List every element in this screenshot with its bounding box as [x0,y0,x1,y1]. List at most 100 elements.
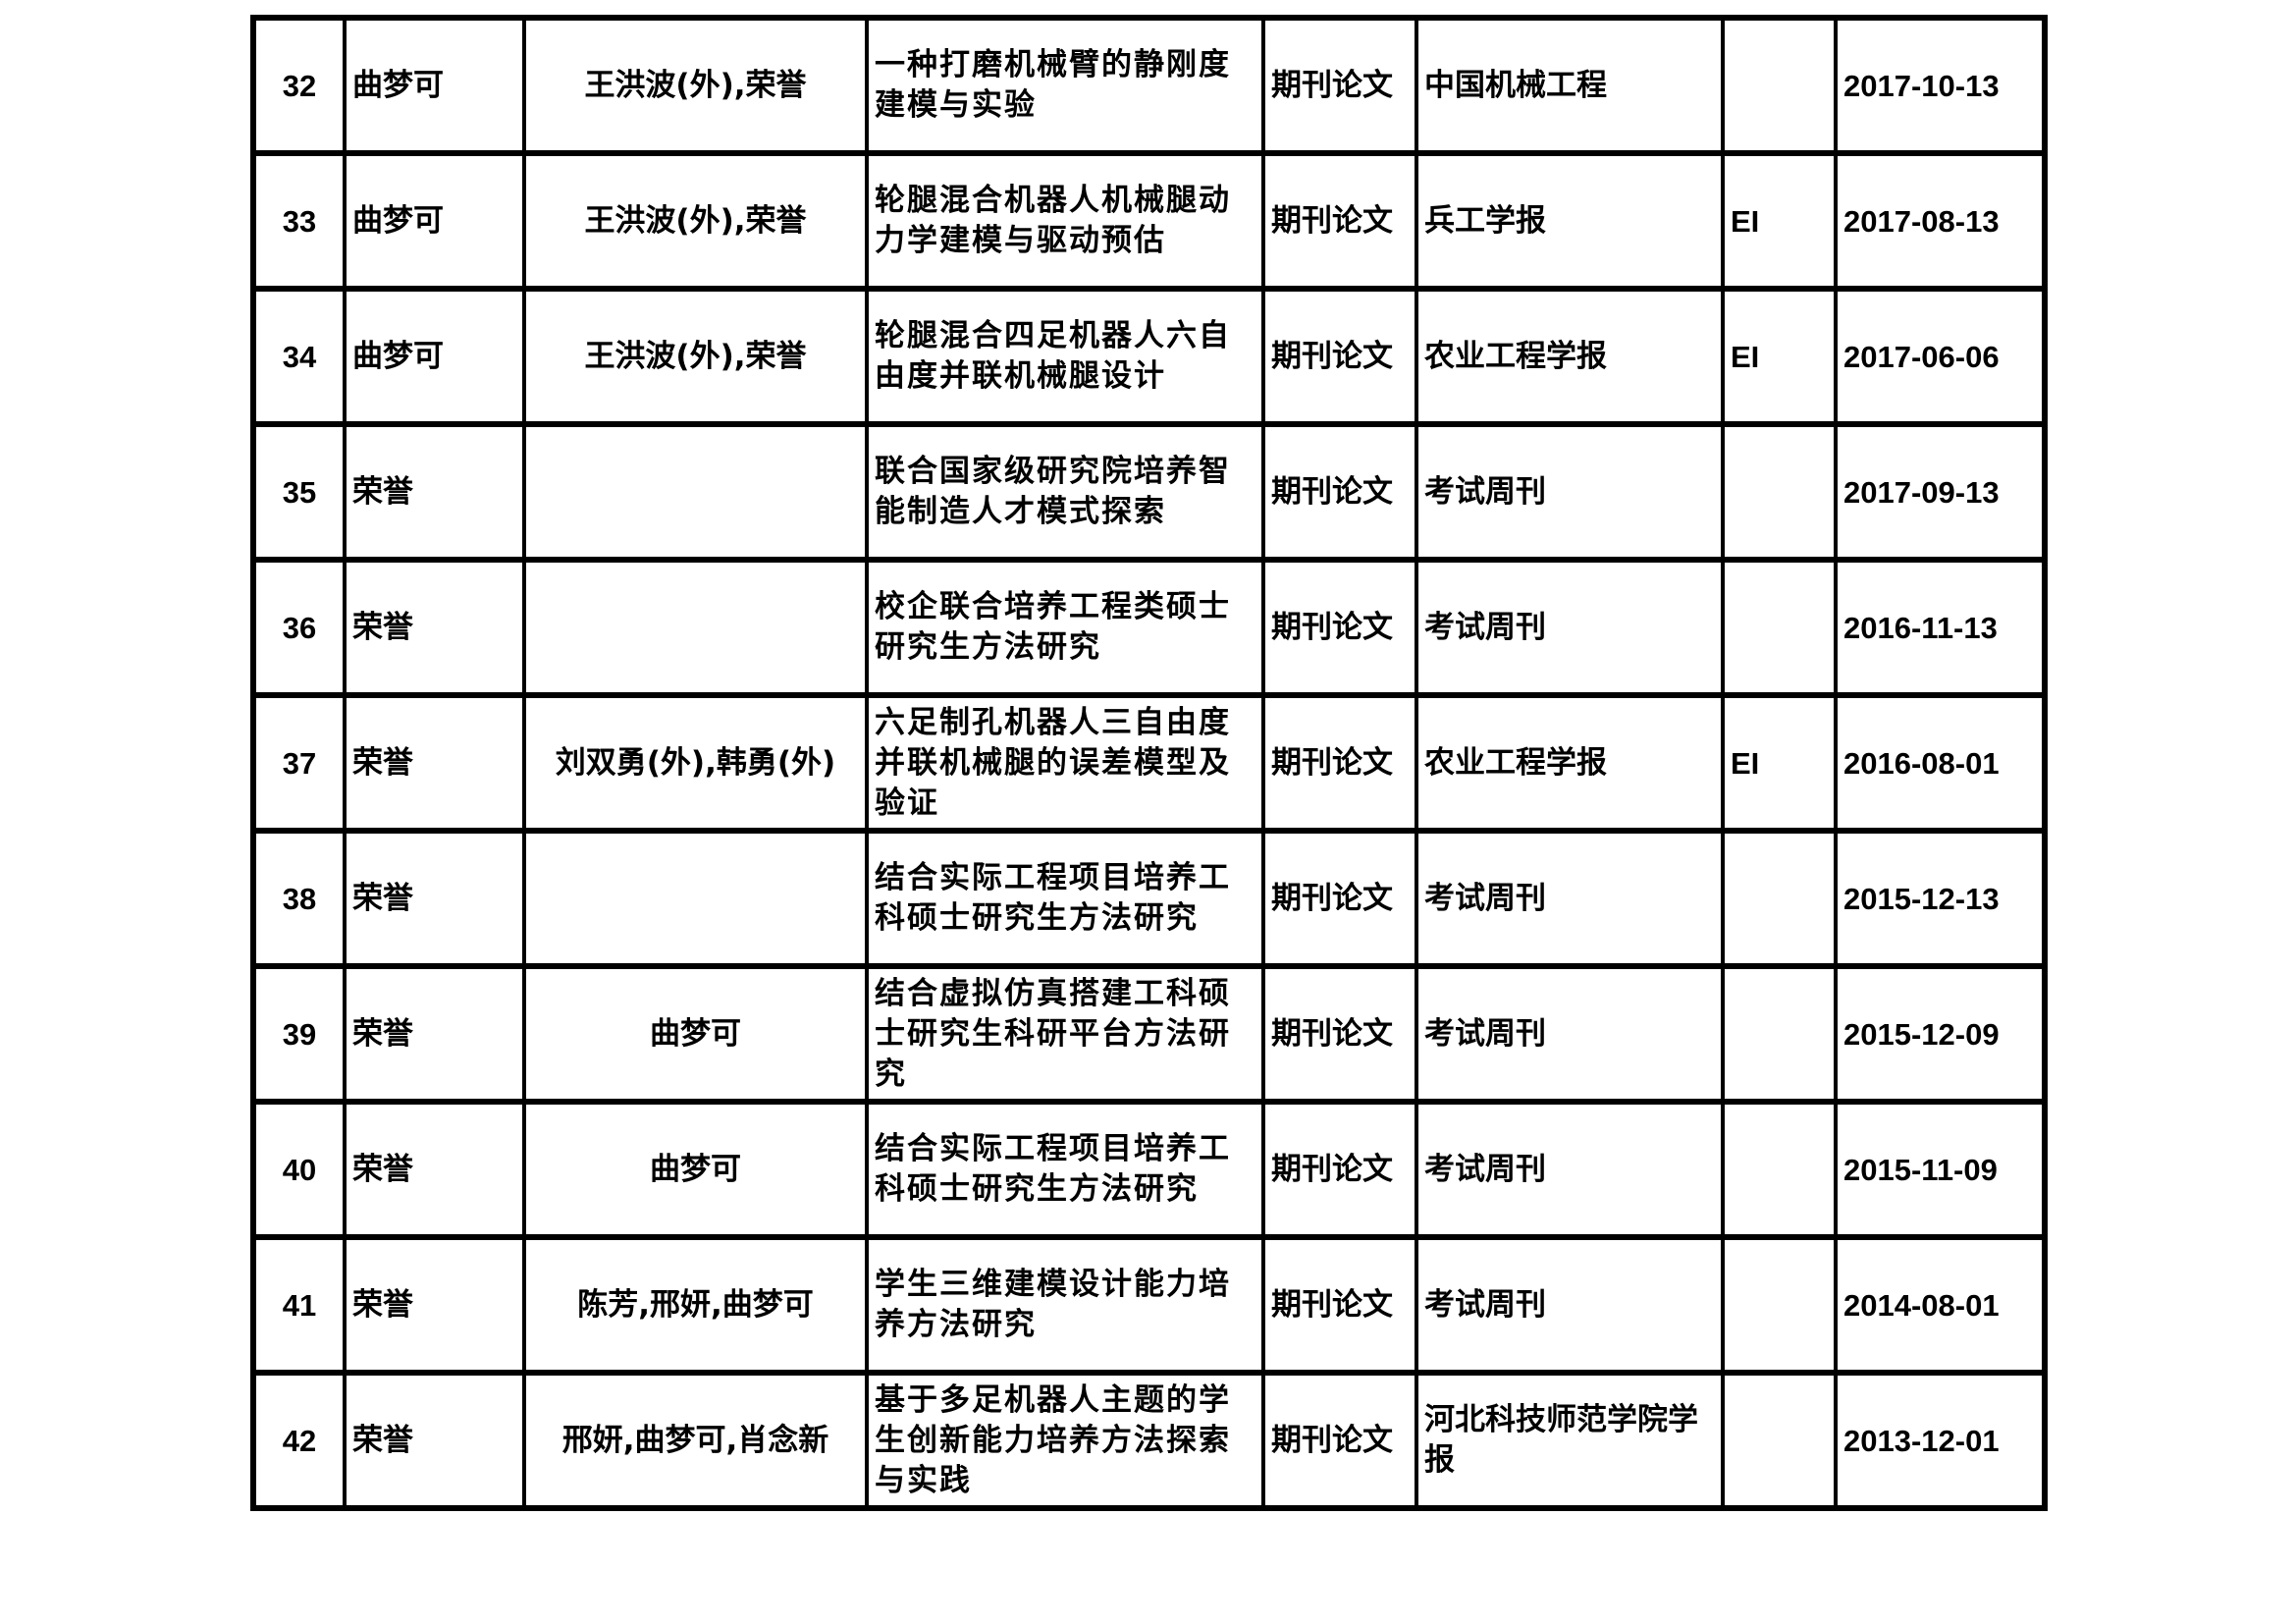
paper-title-cell: 学生三维建模设计能力培养方法研究 [865,1234,1265,1376]
index-type-cell [1721,963,1838,1105]
first-author-cell: 曲梦可 [343,286,526,427]
publish-date-cell: 2015-12-13 [1834,828,2047,969]
first-author-cell: 曲梦可 [343,150,526,292]
publish-date-cell: 2015-12-09 [1834,963,2047,1105]
row-number-cell: 35 [251,421,347,563]
row-number-cell: 38 [251,828,347,969]
table-row: 38 荣誉 结合实际工程项目培养工科硕士研究生方法研究 期刊论文 考试周刊 2015-12… [251,828,2047,969]
first-author-cell: 荣誉 [343,963,526,1105]
first-author-cell: 荣誉 [343,421,526,563]
publish-date-cell: 2017-08-13 [1834,150,2047,292]
journal-name-cell: 兵工学报 [1415,150,1725,292]
coauthors-cell: 曲梦可 [522,963,869,1105]
journal-name-cell: 农业工程学报 [1415,692,1725,834]
coauthors-cell: 曲梦可 [522,1099,869,1240]
publish-date-cell: 2017-09-13 [1834,421,2047,563]
index-type-cell: EI [1721,286,1838,427]
paper-type-cell: 期刊论文 [1261,1234,1418,1376]
row-number-cell: 37 [251,692,347,834]
publish-date-cell: 2016-11-13 [1834,557,2047,698]
coauthors-cell: 王洪波(外),荣誉 [522,150,869,292]
journal-name-cell: 河北科技师范学院学报 [1415,1370,1725,1511]
paper-title-cell: 六足制孔机器人三自由度并联机械腿的误差模型及验证 [865,692,1265,834]
paper-title-cell: 结合虚拟仿真搭建工科硕士研究生科研平台方法研究 [865,963,1265,1105]
row-number-cell: 40 [251,1099,347,1240]
table-row: 39 荣誉 曲梦可 结合虚拟仿真搭建工科硕士研究生科研平台方法研究 期刊论文 考试周刊 20… [251,963,2047,1105]
row-number-cell: 42 [251,1370,347,1511]
coauthors-cell: 刘双勇(外),韩勇(外) [522,692,869,834]
paper-title-cell: 联合国家级研究院培养智能制造人才模式探索 [865,421,1265,563]
first-author-cell: 荣誉 [343,1370,526,1511]
first-author-cell: 荣誉 [343,692,526,834]
paper-type-cell: 期刊论文 [1261,1099,1418,1240]
publish-date-cell: 2014-08-01 [1834,1234,2047,1376]
coauthors-cell: 王洪波(外),荣誉 [522,286,869,427]
journal-name-cell: 考试周刊 [1415,1234,1725,1376]
table-row: 36 荣誉 校企联合培养工程类硕士研究生方法研究 期刊论文 考试周刊 2016-11-13 [251,557,2047,698]
index-type-cell [1721,15,1838,156]
table-row: 34 曲梦可 王洪波(外),荣誉 轮腿混合四足机器人六自由度并联机械腿设计 期刊论文 农业… [251,286,2047,427]
index-type-cell [1721,557,1838,698]
paper-title-cell: 一种打磨机械臂的静刚度建模与实验 [865,15,1265,156]
row-number-cell: 41 [251,1234,347,1376]
paper-type-cell: 期刊论文 [1261,963,1418,1105]
paper-type-cell: 期刊论文 [1261,421,1418,563]
table-row: 32 曲梦可 王洪波(外),荣誉 一种打磨机械臂的静刚度建模与实验 期刊论文 中国机械工程… [251,15,2047,156]
table-row: 42 荣誉 邢妍,曲梦可,肖念新 基于多足机器人主题的学生创新能力培养方法探索与实践期… [251,1370,2047,1511]
row-number-cell: 32 [251,15,347,156]
paper-type-cell: 期刊论文 [1261,557,1418,698]
publish-date-cell: 2017-10-13 [1834,15,2047,156]
row-number-cell: 33 [251,150,347,292]
paper-title-cell: 结合实际工程项目培养工科硕士研究生方法研究 [865,828,1265,969]
index-type-cell [1721,1099,1838,1240]
publish-date-cell: 2015-11-09 [1834,1099,2047,1240]
paper-type-cell: 期刊论文 [1261,15,1418,156]
journal-name-cell: 考试周刊 [1415,963,1725,1105]
paper-title-cell: 轮腿混合四足机器人六自由度并联机械腿设计 [865,286,1265,427]
first-author-cell: 荣誉 [343,557,526,698]
publish-date-cell: 2016-08-01 [1834,692,2047,834]
journal-name-cell: 中国机械工程 [1415,15,1725,156]
paper-type-cell: 期刊论文 [1261,1370,1418,1511]
first-author-cell: 荣誉 [343,1099,526,1240]
publish-date-cell: 2017-06-06 [1834,286,2047,427]
journal-name-cell: 考试周刊 [1415,421,1725,563]
index-type-cell [1721,1370,1838,1511]
index-type-cell: EI [1721,692,1838,834]
row-number-cell: 34 [251,286,347,427]
journal-name-cell: 考试周刊 [1415,557,1725,698]
table-row: 35 荣誉 联合国家级研究院培养智能制造人才模式探索 期刊论文 考试周刊 2017-09-… [251,421,2047,563]
paper-type-cell: 期刊论文 [1261,828,1418,969]
coauthors-cell [522,557,869,698]
index-type-cell [1721,828,1838,969]
journal-name-cell: 考试周刊 [1415,828,1725,969]
paper-title-cell: 校企联合培养工程类硕士研究生方法研究 [865,557,1265,698]
table-row: 41 荣誉 陈芳,邢妍,曲梦可 学生三维建模设计能力培养方法研究 期刊论文 考试周刊 201… [251,1234,2047,1376]
index-type-cell: EI [1721,150,1838,292]
table-row: 33 曲梦可 王洪波(外),荣誉 轮腿混合机器人机械腿动力学建模与驱动预估 期刊论文 兵工… [251,150,2047,292]
row-number-cell: 36 [251,557,347,698]
publications-table: 32 曲梦可 王洪波(外),荣誉 一种打磨机械臂的静刚度建模与实验 期刊论文 中国机械工程… [250,15,2048,1511]
journal-name-cell: 农业工程学报 [1415,286,1725,427]
paper-type-cell: 期刊论文 [1261,286,1418,427]
first-author-cell: 曲梦可 [343,15,526,156]
paper-title-cell: 结合实际工程项目培养工科硕士研究生方法研究 [865,1099,1265,1240]
row-number-cell: 39 [251,963,347,1105]
coauthors-cell: 邢妍,曲梦可,肖念新 [522,1370,869,1511]
first-author-cell: 荣誉 [343,1234,526,1376]
first-author-cell: 荣誉 [343,828,526,969]
table-row: 37 荣誉 刘双勇(外),韩勇(外) 六足制孔机器人三自由度并联机械腿的误差模型及验证… [251,692,2047,834]
table-row: 40 荣誉 曲梦可 结合实际工程项目培养工科硕士研究生方法研究 期刊论文 考试周刊 2015… [251,1099,2047,1240]
coauthors-cell: 王洪波(外),荣誉 [522,15,869,156]
paper-type-cell: 期刊论文 [1261,150,1418,292]
coauthors-cell [522,421,869,563]
paper-title-cell: 基于多足机器人主题的学生创新能力培养方法探索与实践 [865,1370,1265,1511]
paper-title-cell: 轮腿混合机器人机械腿动力学建模与驱动预估 [865,150,1265,292]
coauthors-cell: 陈芳,邢妍,曲梦可 [522,1234,869,1376]
index-type-cell [1721,421,1838,563]
index-type-cell [1721,1234,1838,1376]
coauthors-cell [522,828,869,969]
journal-name-cell: 考试周刊 [1415,1099,1725,1240]
publish-date-cell: 2013-12-01 [1834,1370,2047,1511]
paper-type-cell: 期刊论文 [1261,692,1418,834]
